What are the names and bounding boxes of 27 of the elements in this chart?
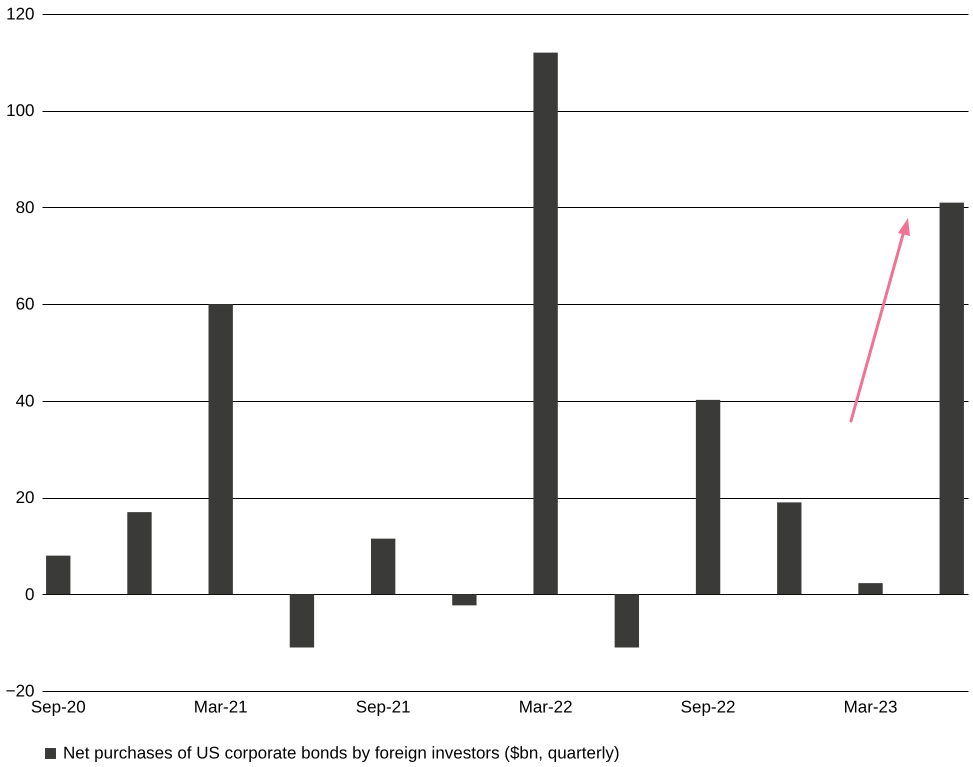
bar bbox=[46, 556, 70, 594]
bar bbox=[208, 304, 233, 594]
bar bbox=[696, 400, 720, 594]
y-tick-label: 40 bbox=[16, 391, 34, 410]
x-tick-label: Mar-23 bbox=[844, 698, 898, 716]
y-tick-label: 100 bbox=[6, 101, 34, 120]
y-tick-label: 20 bbox=[16, 488, 34, 508]
bar bbox=[452, 594, 477, 606]
bar bbox=[370, 538, 396, 594]
y-tick-label: 60 bbox=[16, 294, 34, 314]
x-tick-label: Sep-21 bbox=[356, 698, 411, 716]
x-tick-label: Mar-22 bbox=[518, 698, 573, 716]
x-tick-label: Sep-22 bbox=[680, 698, 736, 716]
y-tick-label: 120 bbox=[6, 4, 34, 24]
bar bbox=[940, 202, 964, 594]
x-tick-label: Sep-20 bbox=[30, 698, 86, 716]
legend-label: Net purchases of US corporate bonds by foreign investors ($bn, quarterly) bbox=[63, 744, 620, 762]
y-tick-label: 80 bbox=[16, 198, 34, 217]
bar bbox=[127, 512, 152, 594]
y-tick-label: 0 bbox=[25, 584, 34, 604]
bar bbox=[858, 583, 883, 594]
x-tick-label: Mar-21 bbox=[194, 698, 248, 716]
bar bbox=[290, 594, 314, 648]
bar bbox=[533, 52, 558, 594]
bar bbox=[777, 502, 802, 594]
bar bbox=[614, 594, 640, 648]
y-tick-label: −20 bbox=[6, 682, 34, 700]
